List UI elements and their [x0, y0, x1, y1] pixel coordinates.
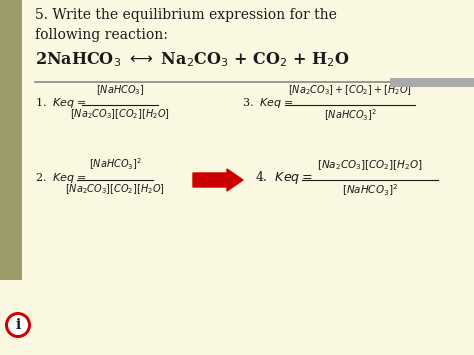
Text: $\it{[NaHCO_3]^2}$: $\it{[NaHCO_3]^2}$: [342, 182, 398, 198]
Text: i: i: [15, 318, 21, 332]
Text: $\it{[Na_2CO_3][CO_2][H_2O]}$: $\it{[Na_2CO_3][CO_2][H_2O]}$: [70, 107, 170, 121]
Text: 2.  $\it{Keq}=$: 2. $\it{Keq}=$: [35, 171, 86, 185]
Text: 4.  $\it{Keq}=$: 4. $\it{Keq}=$: [255, 169, 312, 186]
Text: $\it{[NaHCO_3]^2}$: $\it{[NaHCO_3]^2}$: [89, 157, 142, 172]
FancyArrow shape: [193, 169, 243, 191]
Bar: [390, 78, 474, 87]
Text: 5. Write the equilibrium expression for the: 5. Write the equilibrium expression for …: [35, 8, 337, 22]
Text: $\it{[Na_2CO_3][CO_2][H_2O]}$: $\it{[Na_2CO_3][CO_2][H_2O]}$: [317, 158, 423, 172]
Text: following reaction:: following reaction:: [35, 28, 168, 42]
Text: $\it{[Na_2CO_3]+[CO_2]+[H_2O]}$: $\it{[Na_2CO_3]+[CO_2]+[H_2O]}$: [288, 83, 412, 97]
Text: $\it{[NaHCO_3]}$: $\it{[NaHCO_3]}$: [96, 83, 144, 97]
Text: 1.  $\it{Keq}=$: 1. $\it{Keq}=$: [35, 96, 86, 110]
Bar: [0, 0, 22, 280]
Circle shape: [8, 315, 28, 335]
Text: $\it{[Na_2CO_3][CO_2][H_2O]}$: $\it{[Na_2CO_3][CO_2][H_2O]}$: [65, 182, 165, 196]
Text: 2NaHCO$_3$ $\longleftrightarrow$ Na$_2$CO$_3$ + CO$_2$ + H$_2$O: 2NaHCO$_3$ $\longleftrightarrow$ Na$_2$C…: [35, 50, 350, 69]
Text: 3.  $\it{Keq}=$: 3. $\it{Keq}=$: [242, 96, 293, 110]
Text: $\it{[NaHCO_3]^2}$: $\it{[NaHCO_3]^2}$: [324, 107, 376, 122]
Circle shape: [5, 312, 31, 338]
